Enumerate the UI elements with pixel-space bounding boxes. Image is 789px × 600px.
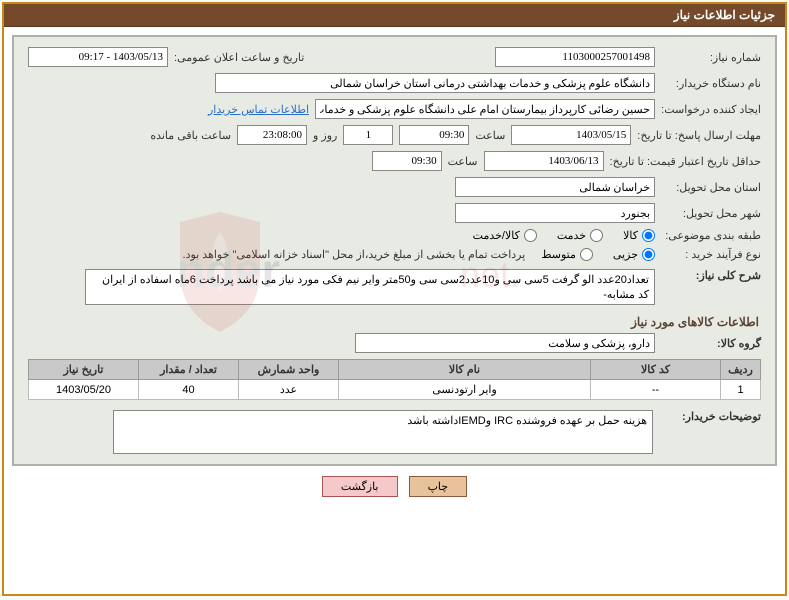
days-unit-label: روز و — [313, 129, 337, 142]
requester-label: ایجاد کننده درخواست: — [661, 103, 761, 116]
table-header-cell: واحد شمارش — [239, 360, 339, 380]
table-cell: وایر ارتودنسی — [339, 380, 591, 400]
group-label: گروه کالا: — [661, 337, 761, 350]
proc-medium-option[interactable]: متوسط — [541, 248, 593, 261]
days-remaining-field[interactable] — [343, 125, 393, 145]
table-cell: عدد — [239, 380, 339, 400]
table-cell: 1403/05/20 — [29, 380, 139, 400]
hour-label-1: ساعت — [475, 129, 505, 142]
buyer-contact-link[interactable]: اطلاعات تماس خریدار — [208, 103, 309, 116]
goods-section-title: اطلاعات کالاهای مورد نیاز — [30, 315, 759, 329]
cat-goods-option[interactable]: کالا — [623, 229, 655, 242]
province-label: استان محل تحویل: — [661, 181, 761, 194]
table-cell: 40 — [139, 380, 239, 400]
table-header-cell: تعداد / مقدار — [139, 360, 239, 380]
need-no-field[interactable] — [495, 47, 655, 67]
page-header: جزئیات اطلاعات نیاز — [4, 4, 785, 27]
back-button[interactable]: بازگشت — [322, 476, 398, 497]
cat-goods-label: کالا — [623, 229, 638, 242]
table-cell: -- — [591, 380, 721, 400]
buyer-notes-label: توضیحات خریدار: — [661, 410, 761, 423]
page-title: جزئیات اطلاعات نیاز — [674, 8, 775, 22]
table-row[interactable]: 1--وایر ارتودنسیعدد401403/05/20 — [29, 380, 761, 400]
proc-medium-radio[interactable] — [580, 248, 593, 261]
cat-service-radio[interactable] — [590, 229, 603, 242]
table-header-cell: نام کالا — [339, 360, 591, 380]
buyer-org-field[interactable] — [215, 73, 655, 93]
deadline-date-field[interactable] — [511, 125, 631, 145]
proc-partial-label: جزیی — [613, 248, 638, 261]
table-header-cell: تاریخ نیاز — [29, 360, 139, 380]
proc-partial-option[interactable]: جزیی — [613, 248, 655, 261]
group-field[interactable] — [355, 333, 655, 353]
proc-medium-label: متوسط — [541, 248, 576, 261]
remain-time-field[interactable] — [237, 125, 307, 145]
category-label: طبقه بندی موضوعی: — [661, 229, 761, 242]
desc-label: شرح کلی نیاز: — [661, 269, 761, 282]
province-field[interactable] — [455, 177, 655, 197]
print-button[interactable]: چاپ — [409, 476, 468, 497]
cat-service-label: خدمت — [557, 229, 586, 242]
need-description: تعداد20عدد الو گرفت 5سی سی و10عدد2سی سی … — [85, 269, 655, 305]
validity-label: حداقل تاریخ اعتبار قیمت: تا تاریخ: — [610, 155, 761, 168]
cat-both-option[interactable]: کالا/خدمت — [473, 229, 537, 242]
cat-both-label: کالا/خدمت — [473, 229, 520, 242]
need-no-label: شماره نیاز: — [661, 51, 761, 64]
goods-table: ردیفکد کالانام کالاواحد شمارشتعداد / مقد… — [28, 359, 761, 400]
cat-service-option[interactable]: خدمت — [557, 229, 603, 242]
announce-field[interactable] — [28, 47, 168, 67]
remain-label: ساعت باقی مانده — [150, 129, 231, 142]
validity-date-field[interactable] — [484, 151, 604, 171]
table-header-cell: کد کالا — [591, 360, 721, 380]
table-cell: 1 — [721, 380, 761, 400]
buyer-org-label: نام دستگاه خریدار: — [661, 77, 761, 90]
deadline-label: مهلت ارسال پاسخ: تا تاریخ: — [637, 129, 761, 142]
payment-note: پرداخت تمام یا بخشی از مبلغ خرید،از محل … — [183, 248, 526, 261]
hour-label-2: ساعت — [448, 155, 478, 168]
validity-time-field[interactable] — [372, 151, 442, 171]
proc-partial-radio[interactable] — [642, 248, 655, 261]
requester-field[interactable] — [315, 99, 655, 119]
buyer-notes-box: هزینه حمل بر عهده فروشنده IRC وIEMDداشته… — [113, 410, 653, 454]
cat-goods-radio[interactable] — [642, 229, 655, 242]
process-label: نوع فرآیند خرید : — [661, 248, 761, 261]
deadline-time-field[interactable] — [399, 125, 469, 145]
city-field[interactable] — [455, 203, 655, 223]
city-label: شهر محل تحویل: — [661, 207, 761, 220]
table-header-cell: ردیف — [721, 360, 761, 380]
cat-both-radio[interactable] — [524, 229, 537, 242]
main-panel: شماره نیاز: تاریخ و ساعت اعلان عمومی: نا… — [12, 35, 777, 466]
announce-label: تاریخ و ساعت اعلان عمومی: — [174, 51, 304, 64]
